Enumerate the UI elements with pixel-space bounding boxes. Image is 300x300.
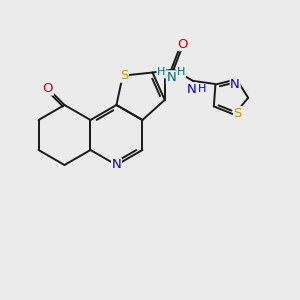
Text: N: N <box>112 158 121 172</box>
Text: S: S <box>233 106 242 120</box>
Text: N: N <box>230 78 240 91</box>
Text: N: N <box>167 71 176 84</box>
Text: O: O <box>43 82 53 95</box>
Text: S: S <box>120 69 128 82</box>
Text: H: H <box>177 67 185 77</box>
Text: O: O <box>177 38 188 50</box>
Text: H: H <box>198 84 206 94</box>
Text: N: N <box>187 83 196 96</box>
Text: H: H <box>157 67 165 77</box>
